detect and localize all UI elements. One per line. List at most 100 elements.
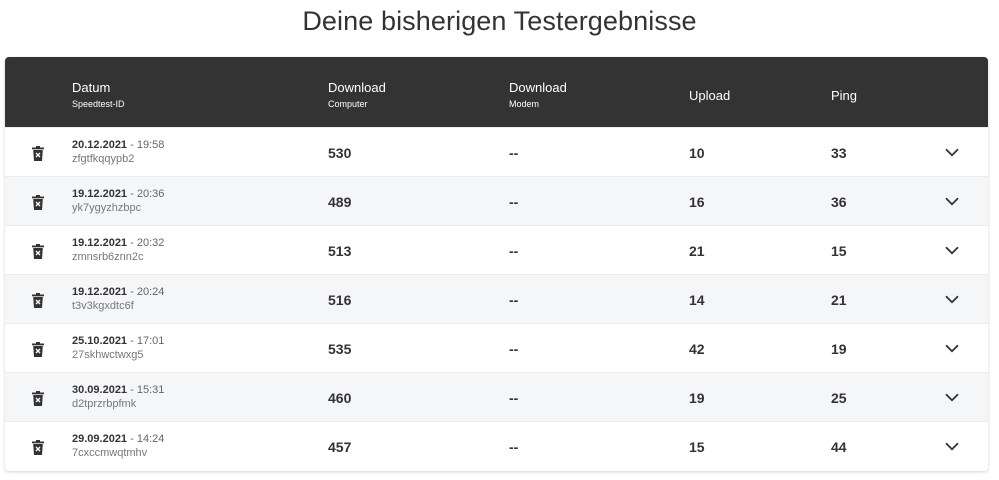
table-row: 30.09.2021 - 15:31 d2tprzrbpfmk 460 -- 1… (5, 372, 988, 421)
date-time: 19.12.2021 - 20:36 (72, 188, 164, 200)
header-download-modem-sublabel: Modem (509, 99, 540, 109)
header-ping-label: Ping (831, 88, 858, 103)
upload-value: 19 (689, 390, 705, 406)
table-row: 19.12.2021 - 20:32 zmnsrb6znn2c 513 -- 2… (5, 225, 988, 274)
speedtest-id: 27skhwctwxg5 (72, 349, 144, 361)
ping-value: 15 (831, 243, 847, 259)
speedtest-id: t3v3kgxdtc6f (72, 300, 134, 312)
date-cell: 30.09.2021 - 15:31 d2tprzrbpfmk (72, 384, 164, 410)
speedtest-id: d2tprzrbpfmk (72, 398, 137, 410)
download-modem-value: -- (509, 341, 519, 357)
ping-value: 21 (831, 292, 847, 308)
header-download-computer: Download Computer (328, 80, 386, 109)
trash-icon[interactable] (32, 146, 44, 161)
test-time: - 14:24 (127, 433, 165, 445)
chevron-down-icon[interactable] (945, 393, 959, 402)
download-modem-value: -- (509, 439, 519, 455)
download-modem-value: -- (509, 243, 519, 259)
trash-icon[interactable] (32, 244, 44, 259)
table-row: 19.12.2021 - 20:24 t3v3kgxdtc6f 516 -- 1… (5, 274, 988, 323)
header-download-modem-label: Download (509, 80, 567, 95)
upload-value: 42 (689, 341, 705, 357)
ping-value: 25 (831, 390, 847, 406)
trash-icon[interactable] (32, 391, 44, 406)
download-computer-value: 457 (328, 439, 352, 455)
download-modem-value: -- (509, 145, 519, 161)
test-date: 29.09.2021 (72, 433, 128, 445)
chevron-down-icon[interactable] (945, 295, 959, 304)
test-time: - 20:32 (127, 237, 165, 249)
header-upload-label: Upload (689, 88, 731, 103)
header-download-modem: Download Modem (509, 80, 567, 109)
trash-icon[interactable] (32, 342, 44, 357)
header-ping: Ping (831, 88, 857, 103)
date-time: 25.10.2021 - 17:01 (72, 335, 164, 347)
test-date: 20.12.2021 (72, 139, 128, 151)
chevron-down-icon[interactable] (945, 442, 959, 451)
ping-value: 44 (831, 439, 847, 455)
download-computer-value: 460 (328, 390, 352, 406)
table-header: Datum Speedtest-ID Download Computer Dow… (5, 57, 988, 127)
test-time: - 19:58 (127, 139, 165, 151)
ping-value: 19 (831, 341, 847, 357)
test-time: - 20:36 (127, 188, 165, 200)
speedtest-id: 7cxccmwqtmhv (72, 447, 148, 459)
upload-value: 21 (689, 243, 705, 259)
table-row: 29.09.2021 - 14:24 7cxccmwqtmhv 457 -- 1… (5, 421, 988, 470)
test-time: - 20:24 (127, 286, 165, 298)
chevron-down-icon[interactable] (945, 197, 959, 206)
download-computer-value: 489 (328, 194, 352, 210)
header-date-label: Datum (72, 80, 111, 95)
date-time: 20.12.2021 - 19:58 (72, 139, 164, 151)
download-modem-value: -- (509, 292, 519, 308)
upload-value: 14 (689, 292, 705, 308)
download-computer-value: 516 (328, 292, 352, 308)
date-cell: 19.12.2021 - 20:24 t3v3kgxdtc6f (72, 286, 164, 312)
ping-value: 33 (831, 145, 847, 161)
download-computer-value: 530 (328, 145, 352, 161)
chevron-down-icon[interactable] (945, 246, 959, 255)
upload-value: 16 (689, 194, 705, 210)
trash-icon[interactable] (32, 195, 44, 210)
table-row: 20.12.2021 - 19:58 zfgtfkqqypb2 530 -- 1… (5, 127, 988, 176)
date-cell: 25.10.2021 - 17:01 27skhwctwxg5 (72, 335, 164, 361)
date-time: 19.12.2021 - 20:24 (72, 286, 164, 298)
page-title: Deine bisherigen Testergebnisse (302, 6, 697, 36)
date-cell: 19.12.2021 - 20:36 yk7ygyzhzbpc (72, 188, 164, 214)
test-date: 19.12.2021 (72, 237, 128, 249)
chevron-down-icon[interactable] (945, 344, 959, 353)
date-cell: 29.09.2021 - 14:24 7cxccmwqtmhv (72, 433, 164, 459)
download-computer-value: 513 (328, 243, 352, 259)
test-date: 19.12.2021 (72, 286, 128, 298)
speedtest-id: yk7ygyzhzbpc (72, 202, 142, 214)
header-download-computer-sublabel: Computer (328, 99, 368, 109)
download-modem-value: -- (509, 194, 519, 210)
date-cell: 20.12.2021 - 19:58 zfgtfkqqypb2 (72, 139, 164, 165)
header-date: Datum Speedtest-ID (72, 80, 125, 109)
table-row: 19.12.2021 - 20:36 yk7ygyzhzbpc 489 -- 1… (5, 176, 988, 225)
test-time: - 15:31 (127, 384, 165, 396)
trash-icon[interactable] (32, 293, 44, 308)
speedtest-id: zfgtfkqqypb2 (72, 153, 135, 165)
download-modem-value: -- (509, 390, 519, 406)
results-table: Datum Speedtest-ID Download Computer Dow… (5, 57, 988, 471)
header-download-computer-label: Download (328, 80, 386, 95)
table-row: 25.10.2021 - 17:01 27skhwctwxg5 535 -- 4… (5, 323, 988, 372)
date-time: 19.12.2021 - 20:32 (72, 237, 164, 249)
upload-value: 15 (689, 439, 705, 455)
test-time: - 17:01 (127, 335, 165, 347)
header-date-sublabel: Speedtest-ID (72, 99, 125, 109)
test-date: 25.10.2021 (72, 335, 128, 347)
download-computer-value: 535 (328, 341, 352, 357)
date-cell: 19.12.2021 - 20:32 zmnsrb6znn2c (72, 237, 164, 263)
upload-value: 10 (689, 145, 705, 161)
test-date: 19.12.2021 (72, 188, 128, 200)
speedtest-id: zmnsrb6znn2c (72, 251, 144, 263)
header-upload: Upload (689, 88, 730, 103)
date-time: 29.09.2021 - 14:24 (72, 433, 164, 445)
date-time: 30.09.2021 - 15:31 (72, 384, 164, 396)
trash-icon[interactable] (32, 440, 44, 455)
test-date: 30.09.2021 (72, 384, 128, 396)
chevron-down-icon[interactable] (945, 148, 959, 157)
ping-value: 36 (831, 194, 847, 210)
